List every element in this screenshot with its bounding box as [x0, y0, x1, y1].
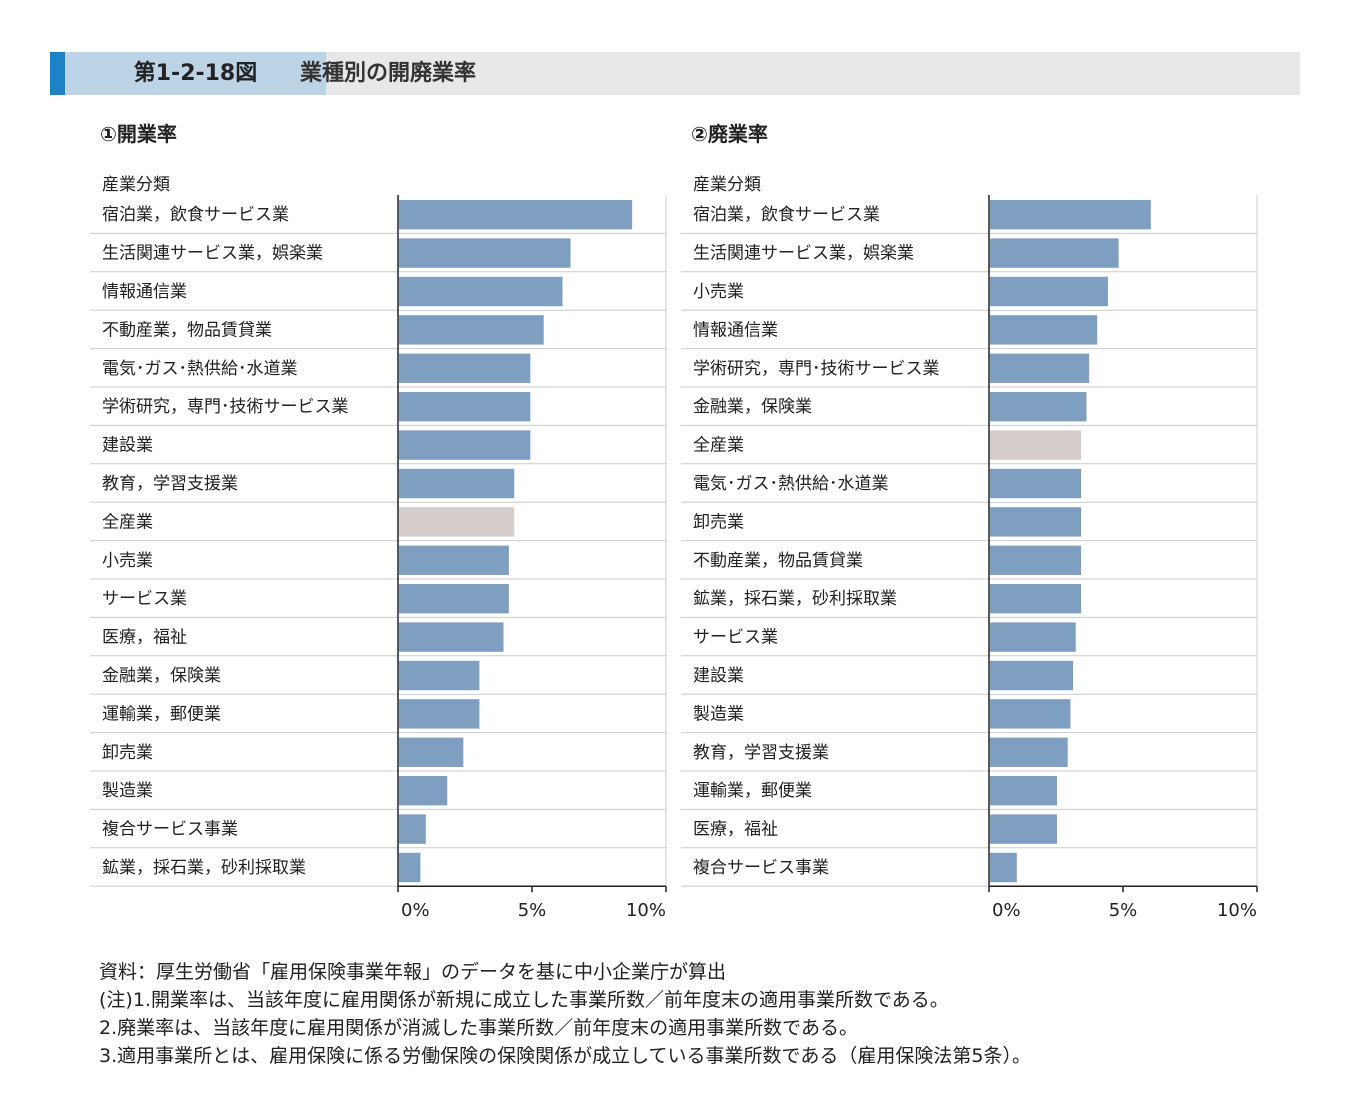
bar [990, 353, 1090, 383]
bar [399, 852, 421, 883]
bar [990, 660, 1074, 691]
bar [399, 507, 515, 537]
bar [399, 814, 426, 844]
category-label: 学術研究，専門･技術サービス業 [693, 359, 940, 379]
bar [399, 430, 531, 460]
category-label: 生活関連サービス業，娯楽業 [693, 244, 914, 264]
category-label: 建設業 [102, 436, 153, 456]
category-label: 複合サービス事業 [693, 858, 829, 878]
category-label: 不動産業，物品賃貸業 [693, 551, 863, 571]
bar [990, 507, 1082, 537]
closing-rate-chart: 産業分類宿泊業，飲食サービス業生活関連サービス業，娯楽業小売業情報通信業学術研究… [681, 175, 1258, 921]
bar [399, 392, 531, 422]
bar [990, 315, 1098, 345]
category-label: 金融業，保険業 [102, 666, 221, 686]
category-label: 教育，学習支援業 [102, 474, 238, 494]
category-label: 生活関連サービス業，娯楽業 [102, 244, 323, 264]
bar [990, 776, 1057, 806]
x-tick-label: 10% [626, 900, 666, 921]
category-label: 運輸業，郵便業 [102, 704, 221, 724]
source-note: 資料：厚生労働省「雇用保険事業年報」のデータを基に中小企業庁が算出 [99, 961, 727, 983]
figure-number: 第1-2-18図 [65, 52, 326, 95]
chart-1-title: ①開業率 [100, 122, 177, 146]
category-label: 製造業 [102, 781, 153, 801]
bar [990, 200, 1151, 230]
category-label: サービス業 [693, 628, 778, 648]
bar [399, 545, 509, 575]
bar [990, 392, 1087, 422]
bar [990, 468, 1082, 499]
x-tick-label: 10% [1217, 900, 1257, 921]
category-label: 全産業 [102, 512, 153, 532]
bar [399, 468, 515, 499]
category-label: 電気･ガス･熱供給･水道業 [102, 359, 298, 379]
x-tick-label: 5% [518, 900, 547, 921]
bar [399, 584, 509, 614]
category-label: 卸売業 [693, 512, 744, 532]
category-label: 電気･ガス･熱供給･水道業 [693, 474, 889, 494]
note-2: 2.廃業率は、当該年度に雇用関係が消滅した事業所数／前年度末の適用事業所数である… [99, 1017, 858, 1039]
bar [990, 545, 1082, 575]
category-label: 医療，福祉 [693, 820, 778, 840]
chart-2-title: ②廃業率 [691, 122, 768, 146]
y-axis-title: 産業分類 [102, 175, 170, 195]
notes: 資料：厚生労働省「雇用保険事業年報」のデータを基に中小企業庁が算出 (注)1.開… [99, 958, 1299, 1070]
category-label: 学術研究，専門･技術サービス業 [102, 397, 349, 417]
bar [399, 315, 544, 345]
bar [990, 852, 1017, 883]
category-label: 卸売業 [102, 743, 153, 763]
bar [990, 699, 1071, 729]
x-tick-label: 0% [992, 900, 1021, 921]
category-label: 教育，学習支援業 [693, 743, 829, 763]
category-label: 鉱業，採石業，砂利採取業 [102, 858, 306, 878]
category-label: 小売業 [693, 282, 744, 302]
bar [399, 276, 563, 307]
opening-rate-chart: 産業分類宿泊業，飲食サービス業生活関連サービス業，娯楽業情報通信業不動産業，物品… [90, 175, 667, 921]
category-label: 宿泊業，飲食サービス業 [693, 205, 880, 225]
note-1: (注)1.開業率は、当該年度に雇用関係が新規に成立した事業所数／前年度末の適用事… [99, 989, 949, 1011]
bar [399, 660, 480, 691]
category-label: サービス業 [102, 589, 187, 609]
bar [399, 238, 571, 268]
category-label: 金融業，保険業 [693, 397, 812, 417]
bar [990, 814, 1057, 844]
category-label: 小売業 [102, 551, 153, 571]
y-axis-title: 産業分類 [693, 175, 761, 195]
bar [990, 430, 1082, 460]
category-label: 全産業 [693, 436, 744, 456]
x-tick-label: 5% [1109, 900, 1138, 921]
category-label: 情報通信業 [102, 282, 187, 302]
bar [990, 276, 1108, 307]
category-label: 運輸業，郵便業 [693, 781, 812, 801]
category-label: 不動産業，物品賃貸業 [102, 320, 272, 340]
bar [990, 737, 1068, 767]
x-tick-label: 0% [401, 900, 430, 921]
category-label: 宿泊業，飲食サービス業 [102, 205, 289, 225]
bar [399, 353, 531, 383]
bar [990, 622, 1076, 652]
note-3: 3.適用事業所とは、雇用保険に係る労働保険の保険関係が成立している事業所数である… [99, 1045, 1031, 1067]
bar [399, 776, 448, 806]
bar [990, 584, 1082, 614]
category-label: 建設業 [693, 666, 744, 686]
figure-header: 第1-2-18図 業種別の開廃業率 [50, 52, 1300, 95]
bar [399, 737, 464, 767]
bar [399, 699, 480, 729]
category-label: 鉱業，採石業，砂利採取業 [693, 589, 897, 609]
bar [990, 238, 1119, 268]
category-label: 情報通信業 [693, 320, 778, 340]
header-accent-bar [50, 52, 65, 95]
bar [399, 200, 633, 230]
category-label: 複合サービス事業 [102, 820, 238, 840]
figure-title: 業種別の開廃業率 [300, 61, 477, 86]
bar [399, 622, 504, 652]
category-label: 医療，福祉 [102, 628, 187, 648]
category-label: 製造業 [693, 704, 744, 724]
